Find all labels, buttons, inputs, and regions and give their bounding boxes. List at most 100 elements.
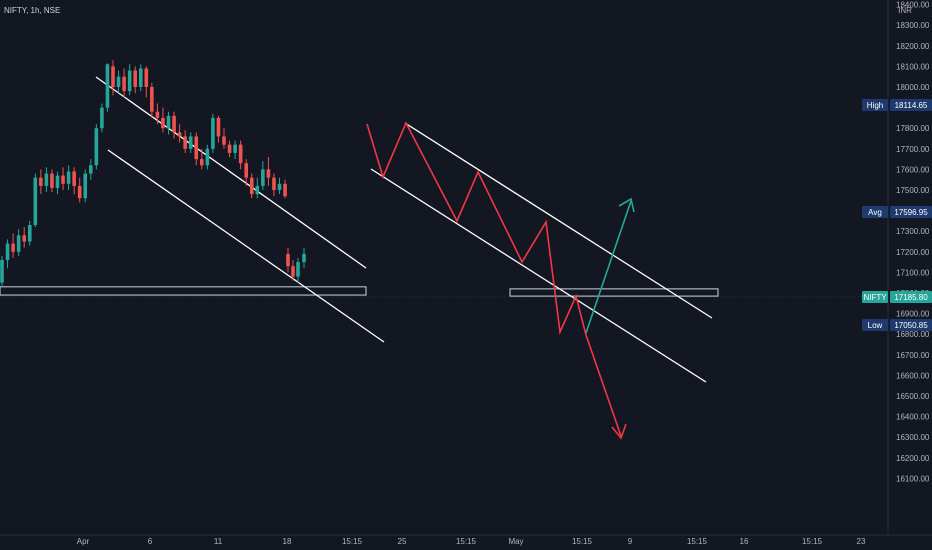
x-tick-label: 16 [740, 537, 749, 546]
y-tick-label: 16200.00 [896, 454, 930, 463]
candle-body [233, 144, 237, 153]
candle-body [211, 117, 215, 149]
support-box-left [0, 286, 367, 296]
candle-body [227, 144, 232, 153]
y-tick-label: 18400.00 [896, 1, 930, 10]
x-tick-label: 15:15 [456, 537, 477, 546]
candle-body [111, 66, 115, 87]
candle-body [291, 266, 295, 277]
price-label-name-bg [862, 291, 888, 303]
y-tick-label: 17600.00 [896, 165, 930, 174]
channel-right-lower [370, 168, 707, 383]
x-tick-label: 15:15 [802, 537, 823, 546]
candle-body [216, 117, 221, 137]
x-tick-label: Apr [77, 537, 90, 546]
y-tick-label: 17100.00 [896, 268, 930, 277]
y-tick-label: 16400.00 [896, 413, 930, 422]
candle-body [5, 243, 10, 261]
x-tick-label: May [508, 537, 523, 546]
arrow-down-head [611, 423, 627, 440]
y-tick-label: 18300.00 [896, 21, 930, 30]
x-tick-label: 6 [148, 537, 153, 546]
y-tick-label: 17300.00 [896, 227, 930, 236]
candle-body [77, 185, 82, 199]
candle-body [261, 169, 265, 186]
y-tick-label: 16700.00 [896, 351, 930, 360]
candle-body [177, 132, 182, 137]
x-tick-label: 15:15 [687, 537, 708, 546]
price-label-name-bg [862, 206, 888, 218]
candle-body [238, 144, 243, 164]
candle-body [188, 136, 193, 149]
candle-body [105, 64, 110, 108]
candle-body [16, 235, 21, 252]
candle-body [155, 111, 160, 118]
y-tick-label: 17800.00 [896, 124, 930, 133]
scenario-green-path [585, 200, 632, 334]
x-tick-label: 18 [283, 537, 292, 546]
candle-body [194, 136, 199, 160]
price-label-value: 17050.85 [894, 321, 928, 330]
candle-body [33, 177, 38, 226]
price-label-name-bg [862, 319, 888, 331]
y-tick-label: 18200.00 [896, 42, 930, 51]
x-tick-label: 23 [857, 537, 866, 546]
support-box-right [509, 288, 719, 297]
candle-body [11, 243, 15, 252]
x-tick-label: 15:15 [342, 537, 363, 546]
price-label-name: NIFTY [863, 293, 887, 302]
candle-body [122, 76, 126, 92]
candle-body [222, 136, 226, 145]
candle-body [302, 253, 306, 263]
candle-body [249, 177, 254, 195]
y-tick-label: 18000.00 [896, 83, 930, 92]
candle-body [22, 235, 26, 242]
arrow-up-head [618, 197, 635, 213]
candle-body [150, 87, 154, 112]
candle-body [200, 159, 204, 166]
x-tick-label: 9 [628, 537, 633, 546]
candle-body [161, 117, 165, 129]
candle-body [286, 253, 290, 267]
channel-right-upper [404, 122, 713, 319]
candle-body [183, 136, 187, 149]
y-tick-label: 16600.00 [896, 371, 930, 380]
candle-body [55, 175, 60, 188]
price-label-value: 18114.65 [895, 101, 928, 110]
y-tick-label: 17700.00 [896, 145, 930, 154]
y-tick-label: 18100.00 [896, 62, 930, 71]
y-tick-label: 16900.00 [896, 310, 930, 319]
candle-body [255, 185, 260, 195]
candle-body [72, 171, 76, 186]
candle-body [89, 165, 93, 174]
chart-title: NIFTY, 1h, NSE [4, 6, 60, 15]
price-label-value: 17596.95 [894, 208, 928, 217]
candle-body [244, 163, 248, 178]
candle-body [296, 262, 300, 277]
price-label-value-bg [890, 206, 932, 218]
candle-body [116, 76, 121, 87]
y-tick-label: 16800.00 [896, 330, 930, 339]
y-tick-label: 16300.00 [896, 433, 930, 442]
candle-body [0, 260, 4, 283]
candle-body [283, 183, 287, 197]
candle-body [50, 173, 54, 188]
candle-body [100, 107, 104, 129]
y-tick-label: 16500.00 [896, 392, 930, 401]
price-label-value-bg [890, 99, 932, 111]
scenario-red-path [366, 121, 622, 437]
candle-body [44, 173, 49, 186]
y-tick-label: 16100.00 [896, 474, 930, 483]
candle-body [144, 68, 149, 87]
candle-body [266, 169, 271, 178]
candle-body [39, 177, 43, 186]
candle-body [138, 68, 143, 87]
candle-body [83, 173, 88, 199]
y-tick-label: 17500.00 [896, 186, 930, 195]
price-label-name: Avg [868, 208, 882, 217]
candle-body [61, 175, 65, 184]
channel-left-lower [107, 149, 385, 343]
